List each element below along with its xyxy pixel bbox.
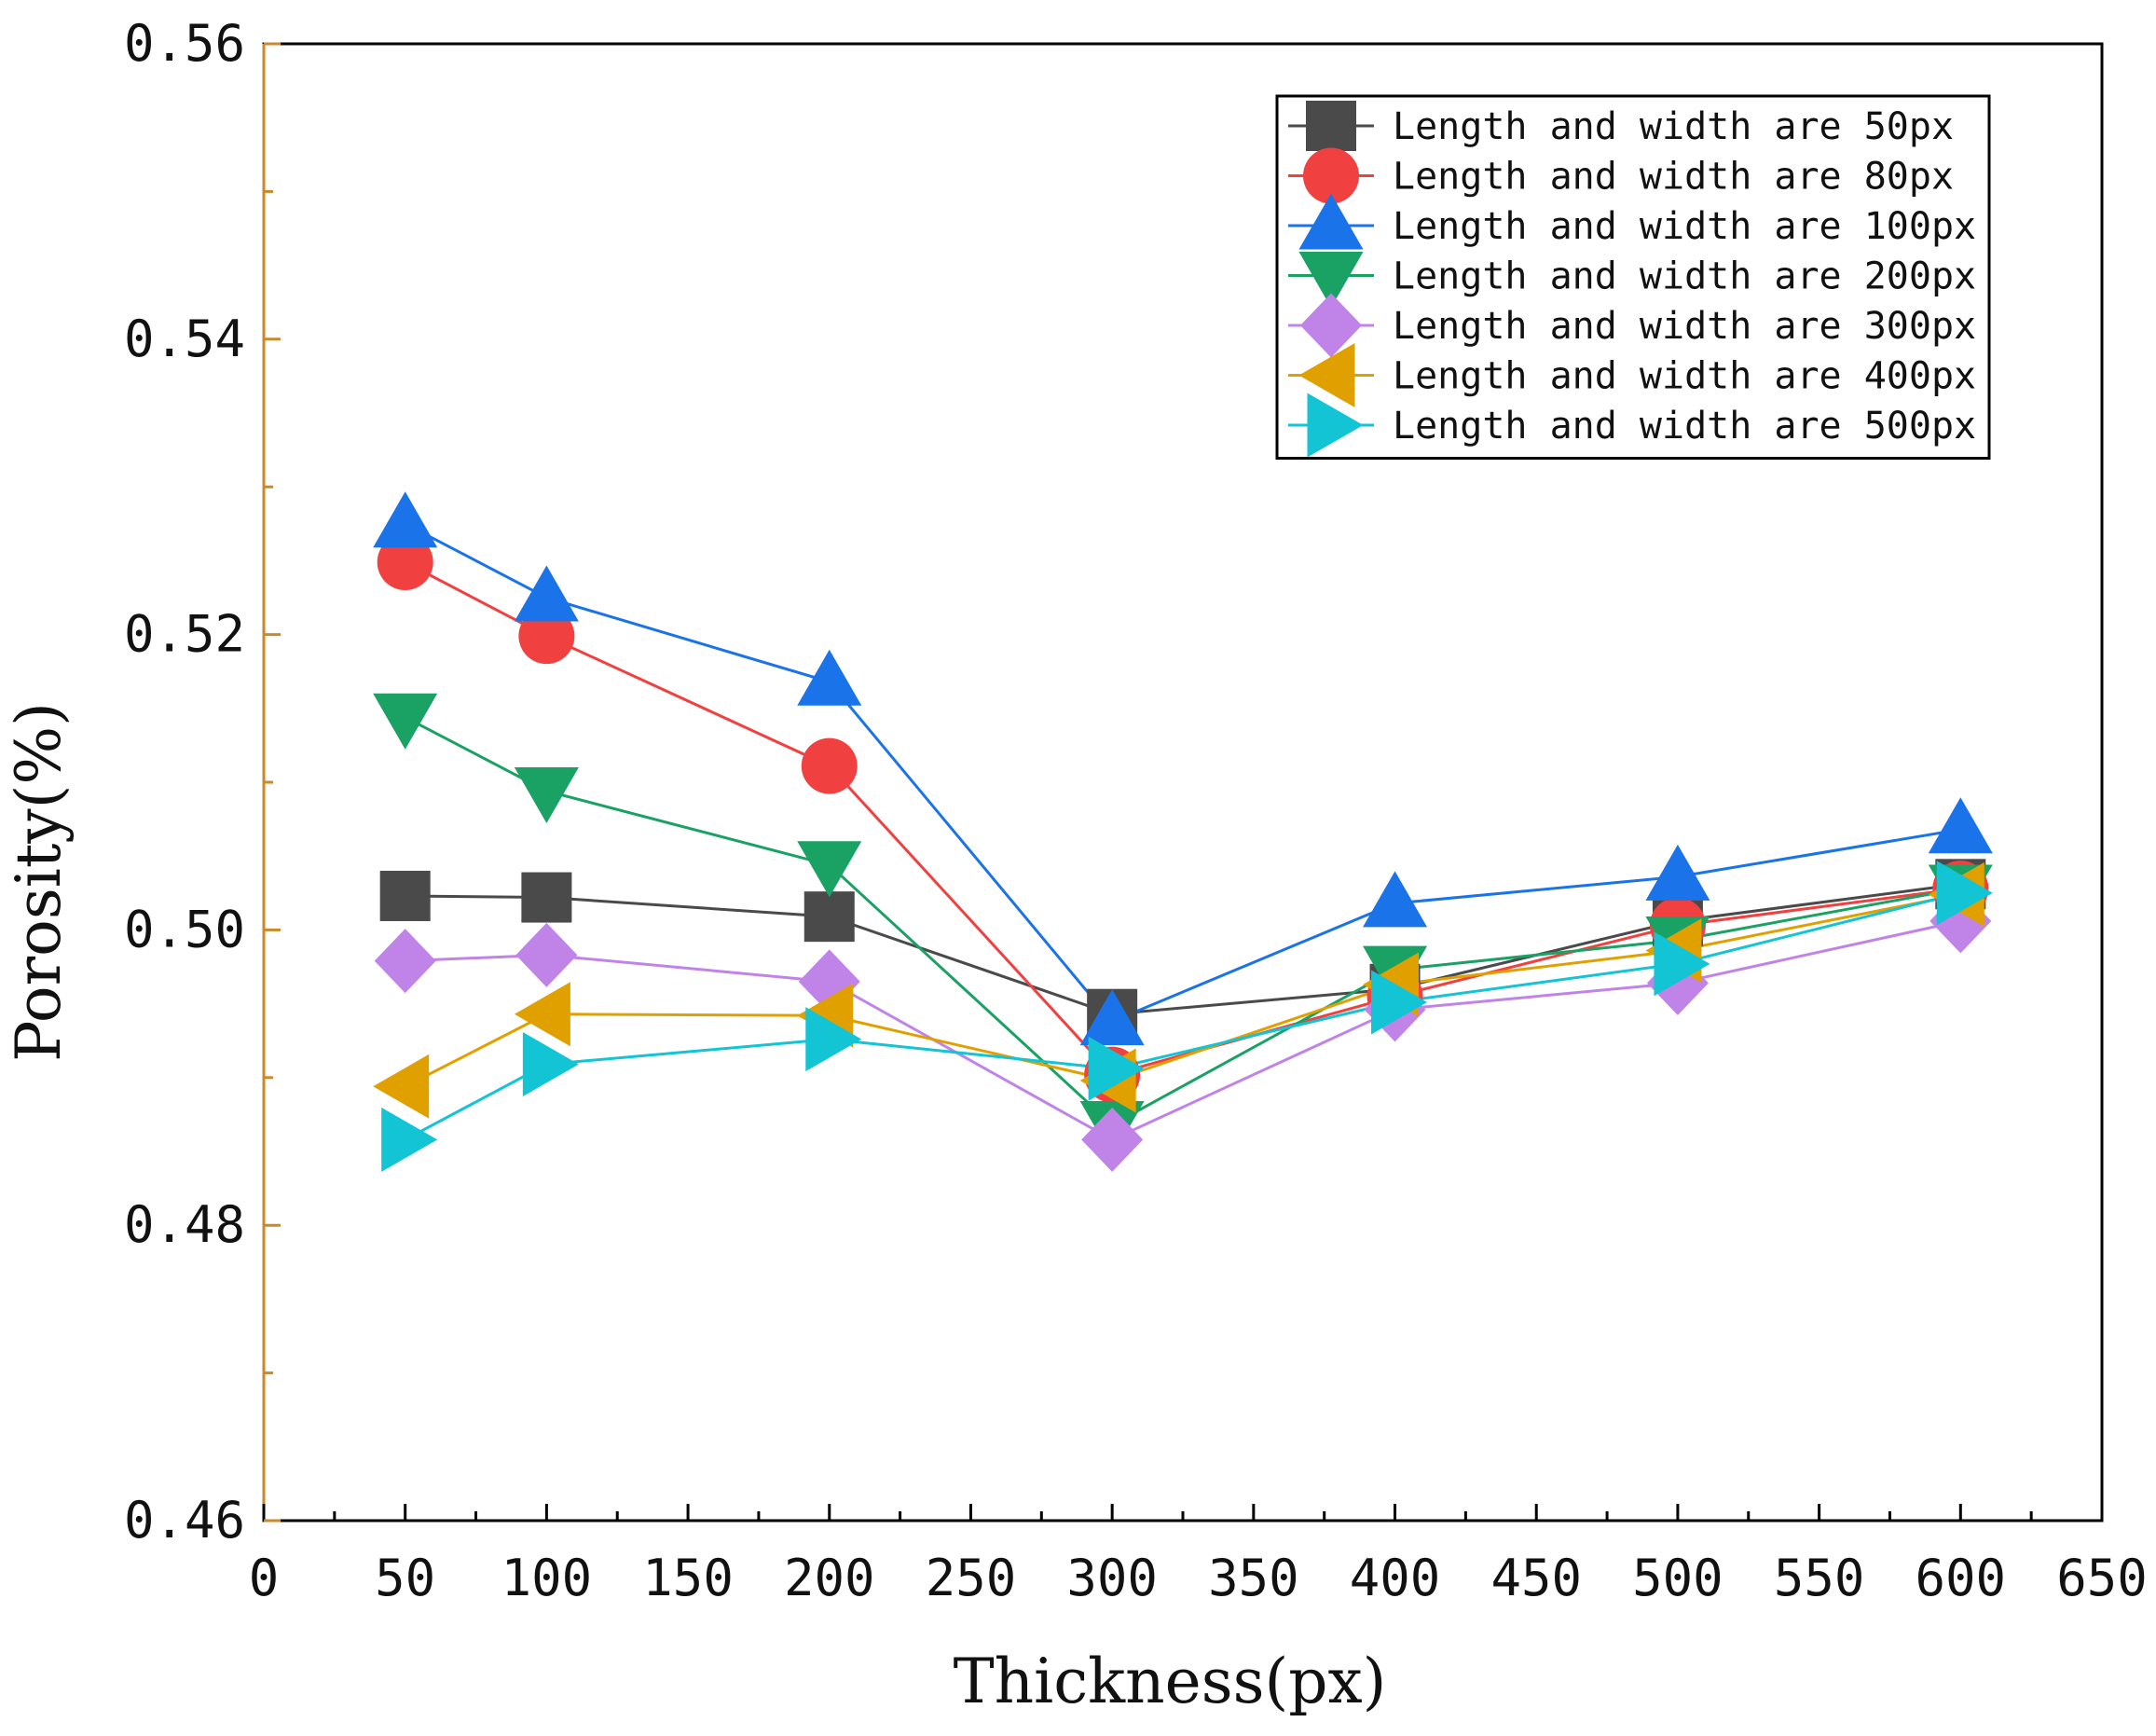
- data-point-3-2: [797, 841, 862, 898]
- series-markers: [373, 491, 1993, 1172]
- data-point-5-1: [514, 982, 570, 1047]
- x-tick-label: 450: [1490, 1549, 1582, 1607]
- data-point-1-1: [518, 608, 575, 665]
- x-tick-label: 600: [1916, 1549, 2007, 1607]
- data-point-4-1: [515, 922, 578, 987]
- legend-marker-1: [1303, 147, 1359, 204]
- series-line-3: [404, 715, 1961, 1127]
- data-point-2-0: [373, 491, 438, 548]
- data-point-6-3: [1088, 1036, 1145, 1101]
- legend-marker-4: [1300, 293, 1362, 358]
- x-tick-label: 550: [1774, 1549, 1865, 1607]
- data-point-6-0: [381, 1107, 438, 1172]
- legend-label-4: Length and width are 300px: [1393, 305, 1976, 348]
- x-tick-label: 200: [784, 1549, 875, 1607]
- data-point-2-3: [1079, 989, 1145, 1046]
- x-tick-label: 300: [1066, 1549, 1158, 1607]
- legend-label-2: Length and width are 100px: [1393, 205, 1976, 248]
- legend-label-6: Length and width are 500px: [1393, 405, 1976, 448]
- legend-box: [1275, 94, 1991, 460]
- legend-marker-5: [1298, 343, 1355, 407]
- data-point-2-5: [1645, 844, 1710, 901]
- x-tick-label: 150: [642, 1549, 734, 1607]
- data-point-2-6: [1928, 797, 1993, 854]
- series-line-2: [404, 522, 1961, 1024]
- data-point-6-2: [805, 1007, 862, 1072]
- x-tick-label: 500: [1632, 1549, 1723, 1607]
- data-point-6-4: [1371, 970, 1428, 1035]
- y-tick-label: 0.56: [124, 14, 245, 73]
- legend-marker-3: [1298, 252, 1364, 308]
- legend-marker-2: [1298, 193, 1364, 250]
- legend-label-5: Length and width are 400px: [1393, 355, 1976, 398]
- x-axis-title: Thickness(px): [954, 1646, 1387, 1717]
- data-point-4-5: [1646, 950, 1709, 1015]
- axes: 0 50 100 150 200 250 300 350 400 450 500 550 600 650 0…: [124, 14, 2148, 1607]
- data-point-4-3: [1081, 1107, 1144, 1172]
- data-point-5-0: [373, 1054, 430, 1119]
- data-point-2-2: [797, 649, 862, 706]
- data-point-3-1: [514, 767, 579, 824]
- y-tick-label: 0.46: [124, 1491, 245, 1550]
- data-point-6-6: [1936, 861, 1993, 926]
- data-point-3-0: [373, 693, 438, 750]
- legend-marker-0: [1306, 101, 1356, 151]
- y-tick-label: 0.48: [124, 1195, 245, 1254]
- legend: Length and width are 50px Length and widt…: [1275, 94, 1991, 460]
- x-tick-label: 100: [501, 1549, 593, 1607]
- series-line-0: [405, 882, 1961, 1016]
- x-tick-label: 0: [249, 1549, 280, 1607]
- data-point-6-5: [1654, 931, 1710, 997]
- data-point-6-1: [522, 1032, 579, 1097]
- data-point-1-0: [377, 533, 433, 590]
- legend-marker-6: [1307, 393, 1364, 458]
- x-tick-label: 250: [926, 1549, 1017, 1607]
- y-tick-label: 0.50: [124, 900, 245, 958]
- data-point-0-1: [521, 872, 572, 923]
- data-point-0-0: [379, 870, 431, 921]
- y-tick-label: 0.54: [124, 310, 245, 368]
- data-point-1-2: [801, 737, 858, 794]
- data-point-4-0: [374, 929, 436, 994]
- series-line-4: [405, 919, 1961, 1142]
- legend-label-0: Length and width are 50px: [1393, 105, 1954, 148]
- data-point-2-1: [514, 565, 579, 622]
- x-tick-label: 650: [2056, 1549, 2148, 1607]
- series-lines: [404, 522, 1961, 1142]
- series-line-1: [404, 560, 1961, 1077]
- x-tick-label: 50: [375, 1549, 435, 1607]
- legend-label-3: Length and width are 200px: [1393, 255, 1976, 298]
- data-point-0-2: [803, 891, 855, 943]
- x-tick-label: 400: [1350, 1549, 1441, 1607]
- data-point-2-4: [1363, 871, 1428, 928]
- legend-label-1: Length and width are 80px: [1393, 156, 1954, 199]
- y-axis-title: Porosity(%): [3, 702, 75, 1062]
- y-tick-label: 0.52: [124, 605, 245, 664]
- x-tick-label: 350: [1208, 1549, 1299, 1607]
